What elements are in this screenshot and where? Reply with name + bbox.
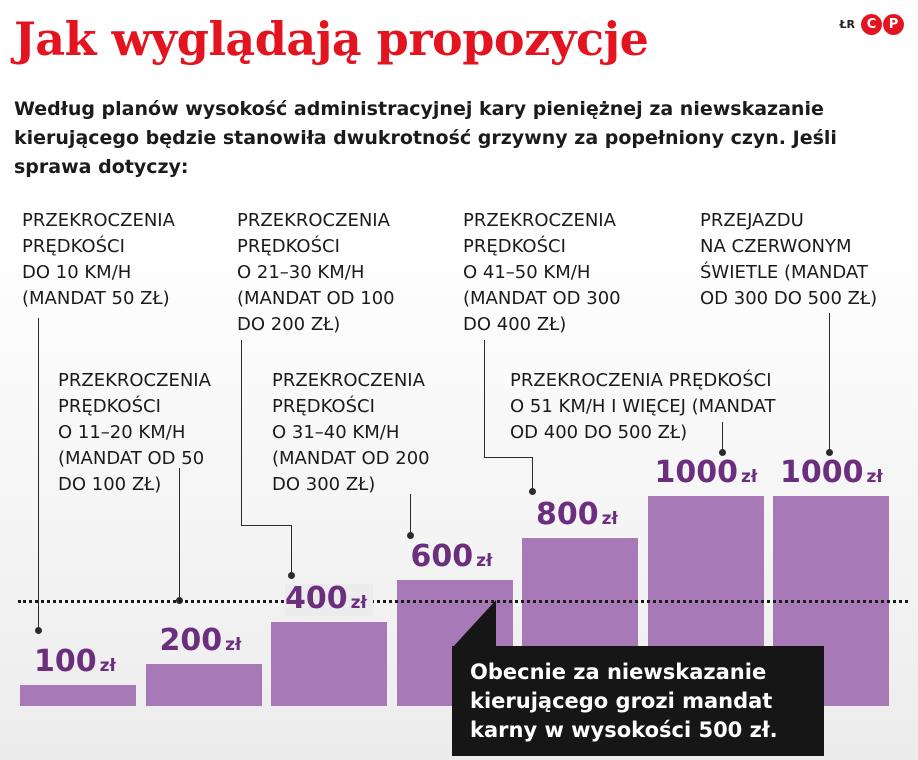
value-number-4: 600 — [410, 539, 474, 574]
current-fine-callout: Obecnie za niewskazanie kierującego groz… — [452, 646, 824, 756]
category-label-6: PRZEKROCZENIA PRĘDKOŚCI O 51 KM/H I WIĘC… — [510, 370, 776, 443]
category-label-7: PRZEJAZDU NA CZERWONYM ŚWIETLE (MANDAT O… — [700, 210, 878, 309]
leader-line-2 — [179, 468, 180, 600]
credit: ŁR C P — [839, 14, 904, 35]
leader-line-6 — [722, 422, 723, 452]
leader-dot-5 — [529, 488, 536, 495]
leader-dot-7 — [826, 449, 833, 456]
value-label-6: 1000 zł — [654, 455, 758, 490]
category-label-2: PRZEKROCZENIA PRĘDKOŚCI O 11–20 KM/H (MA… — [58, 370, 211, 495]
intro-text: Według planów wysokość administracyjnej … — [14, 98, 837, 178]
leader-dot-6 — [719, 449, 726, 456]
leader-line-5-horizontal — [484, 457, 533, 458]
category-label-3: PRZEKROCZENIA PRĘDKOŚCI O 21–30 KM/H (MA… — [237, 210, 395, 335]
value-label-5: 800 zł — [536, 500, 624, 530]
value-label-1: 100 zł — [34, 647, 122, 677]
value-number-6: 1000 — [654, 455, 739, 490]
value-unit-1: zł — [99, 656, 116, 676]
value-unit-5: zł — [601, 509, 618, 529]
publisher-logo-icon: C P — [861, 14, 904, 35]
value-label-3: 400 zł — [285, 584, 373, 616]
value-number-5: 800 — [536, 497, 599, 532]
value-unit-4: zł — [476, 551, 493, 571]
value-number-7: 1000 — [780, 455, 864, 490]
leader-line-5-drop — [532, 457, 533, 491]
value-label-4: 600 zł — [411, 542, 499, 572]
leader-dot-3 — [288, 572, 295, 579]
leader-line-3-drop — [291, 525, 292, 575]
value-number-1: 100 — [34, 644, 97, 679]
leader-line-1 — [38, 318, 39, 630]
bar-2 — [145, 664, 262, 706]
leader-line-3-horizontal — [241, 525, 292, 526]
value-number-3: 400 — [285, 581, 348, 616]
chart-title: Jak wyglądają propozycje — [14, 12, 649, 66]
category-label-5: PRZEKROCZENIA PRĘDKOŚCI O 41–50 KM/H (MA… — [463, 210, 621, 335]
leader-dot-1 — [35, 627, 42, 634]
leader-dot-4 — [407, 532, 414, 539]
leader-line-5 — [484, 340, 485, 458]
category-label-4: PRZEKROCZENIA PRĘDKOŚCI O 31–40 KM/H (MA… — [272, 370, 430, 495]
bar-1 — [20, 685, 136, 706]
category-label-1: PRZEKROCZENIA PRĘDKOŚCI DO 10 KM/H (MAND… — [22, 210, 175, 309]
value-unit-7: zł — [866, 467, 883, 487]
leader-line-4 — [410, 494, 411, 536]
value-unit-2: zł — [225, 635, 242, 655]
logo-letter-c: C — [861, 14, 882, 35]
current-fine-reference-line — [18, 600, 908, 603]
logo-letter-p: P — [883, 14, 904, 35]
value-label-2: 200 zł — [160, 626, 248, 656]
value-number-2: 200 — [159, 623, 223, 658]
bar-3 — [271, 622, 387, 706]
value-label-7: 1000 zł — [780, 455, 883, 490]
leader-line-3 — [241, 340, 242, 526]
author-credit: ŁR — [839, 18, 855, 31]
value-unit-6: zł — [741, 467, 758, 487]
value-unit-3: zł — [350, 593, 367, 613]
leader-line-7 — [829, 313, 830, 453]
